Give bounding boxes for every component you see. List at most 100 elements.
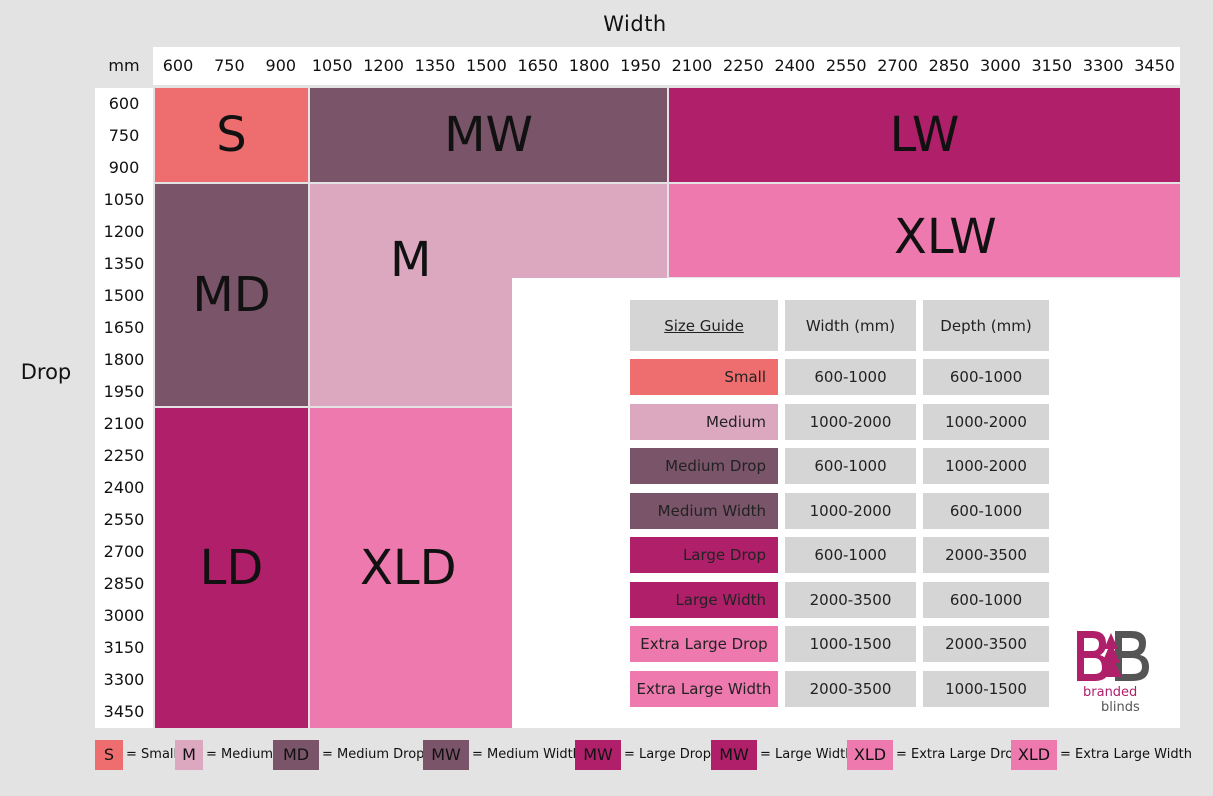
size-guide-row-width: 1000-2000 <box>785 403 916 440</box>
size-guide-row-width: 2000-3500 <box>785 670 916 707</box>
zone-md: MD <box>155 184 308 406</box>
drop-tick: 2250 <box>103 446 145 465</box>
width-tick: 1950 <box>620 56 661 75</box>
width-tick: 2550 <box>825 56 867 75</box>
drop-tick: 2850 <box>103 574 145 593</box>
width-tick: 2100 <box>671 56 713 75</box>
drop-tick: 2700 <box>103 542 145 561</box>
drop-axis-title: Drop <box>20 360 72 384</box>
size-guide-row-name: Small <box>630 359 778 395</box>
width-tick: 3000 <box>980 56 1021 75</box>
drop-tick: 1500 <box>103 286 145 305</box>
drop-tick: 900 <box>108 158 140 177</box>
drop-tick: 2550 <box>103 510 145 529</box>
width-tick: 900 <box>265 56 297 75</box>
width-tick: 2250 <box>723 56 764 75</box>
width-tick-row: 600 750 900 1050 1200 1350 1500 1650 1800 1950 210… <box>153 47 1180 85</box>
width-tick: 1050 <box>311 56 353 75</box>
legend-swatch-xld: XLD <box>1011 740 1057 770</box>
size-guide-row-name: Medium Drop <box>630 448 778 484</box>
legend-swatch-xld: XLD <box>847 740 893 770</box>
width-tick: 1800 <box>568 56 610 75</box>
zone-ld: LD <box>155 408 308 728</box>
size-guide-header-text: Size Guide <box>664 316 744 335</box>
size-guide-row-name: Extra Large Drop <box>630 626 778 662</box>
legend-text: = Small <box>126 747 178 762</box>
zone-s: S <box>155 88 308 182</box>
drop-tick: 600 <box>108 94 140 113</box>
size-guide-panel: Size Guide Width (mm) Depth (mm) Small 600-1… <box>512 278 1180 728</box>
size-guide-row-name: Extra Large Width <box>630 670 778 707</box>
legend-text: = Extra Large Drop <box>896 747 1022 762</box>
size-guide-row-width: 600-1000 <box>785 359 916 395</box>
drop-tick: 750 <box>108 126 140 145</box>
legend-text: = Medium Drop <box>322 747 425 762</box>
legend-text: = Large Width <box>760 747 854 762</box>
depth-header-text: Depth (mm) <box>940 316 1032 335</box>
width-tick: 2850 <box>928 56 970 75</box>
size-guide-row-width: 600-1000 <box>785 537 916 573</box>
legend-swatch-s: S <box>95 740 123 770</box>
drop-tick: 3000 <box>103 606 145 625</box>
legend-text: = Medium <box>206 747 274 762</box>
zone-xlw: XLW <box>669 184 1180 277</box>
width-tick: 3150 <box>1031 56 1073 75</box>
size-guide-row-width: 600-1000 <box>785 448 916 484</box>
unit-label: mm <box>108 56 140 75</box>
legend-text: = Medium Width <box>472 747 581 762</box>
width-tick: 750 <box>214 56 245 75</box>
drop-tick: 2100 <box>103 414 145 433</box>
logo-word-1: branded <box>1083 685 1137 700</box>
logo-letters <box>1077 631 1149 681</box>
zone-lw: LW <box>669 88 1180 182</box>
legend-text: = Extra Large Width <box>1060 747 1192 762</box>
size-guide-row-width: 1000-1500 <box>785 626 916 662</box>
depth-header: Depth (mm) <box>923 300 1049 351</box>
size-guide-row-depth: 2000-3500 <box>923 537 1049 573</box>
size-guide-row-depth: 1000-1500 <box>923 670 1049 707</box>
legend-swatch-m: M <box>175 740 203 770</box>
branded-blinds-logo: BB branded blinds <box>1073 627 1165 717</box>
zone-mw: MW <box>310 88 667 182</box>
drop-tick: 1650 <box>103 318 145 337</box>
width-tick: 3450 <box>1134 56 1175 75</box>
drop-tick: 1800 <box>103 350 145 369</box>
size-guide-row-width: 1000-2000 <box>785 492 916 529</box>
width-tick: 2400 <box>774 56 816 75</box>
size-guide-row-name: Medium Width <box>630 492 778 529</box>
legend-swatch-mw: MW <box>423 740 469 770</box>
drop-tick: 1050 <box>103 190 145 209</box>
drop-tick: 3300 <box>103 670 145 689</box>
width-tick: 3300 <box>1082 56 1124 75</box>
drop-tick: 2400 <box>103 478 145 497</box>
drop-tick: 1950 <box>103 382 145 401</box>
logo-word-2: blinds <box>1101 700 1140 715</box>
size-guide-row-depth: 600-1000 <box>923 359 1049 395</box>
drop-tick: 1200 <box>103 222 145 241</box>
width-tick: 2700 <box>877 56 918 75</box>
size-guide-header: Size Guide <box>630 300 778 351</box>
size-guide-row-depth: 600-1000 <box>923 581 1049 618</box>
legend-text: = Large Drop <box>624 747 712 762</box>
drop-tick: 3150 <box>103 638 145 657</box>
legend-swatch-mw: MW <box>711 740 757 770</box>
logo-mark-icon: BB branded blinds <box>1077 631 1149 715</box>
width-header: Width (mm) <box>785 300 916 351</box>
width-header-text: Width (mm) <box>805 316 896 335</box>
size-guide-row-width: 2000-3500 <box>785 581 916 618</box>
size-guide-row-depth: 2000-3500 <box>923 626 1049 662</box>
drop-tick: 1350 <box>103 254 145 273</box>
width-tick: 1500 <box>466 56 507 75</box>
size-guide-row-depth: 600-1000 <box>923 492 1049 529</box>
width-axis-title: Width <box>603 12 667 36</box>
size-guide-row-depth: 1000-2000 <box>923 403 1049 440</box>
legend-swatch-mw: MW <box>575 740 621 770</box>
width-tick: 1350 <box>414 56 456 75</box>
size-guide-row-name: Medium <box>630 403 778 440</box>
drop-tick: 3450 <box>103 702 145 721</box>
width-tick: 1650 <box>517 56 559 75</box>
width-tick: 600 <box>162 56 194 75</box>
drop-tick-column: 600 750 900 1050 1200 1350 1500 1650 1800 1950 210… <box>95 88 153 728</box>
legend-swatch-md: MD <box>273 740 319 770</box>
size-guide-row-name: Large Drop <box>630 537 778 573</box>
